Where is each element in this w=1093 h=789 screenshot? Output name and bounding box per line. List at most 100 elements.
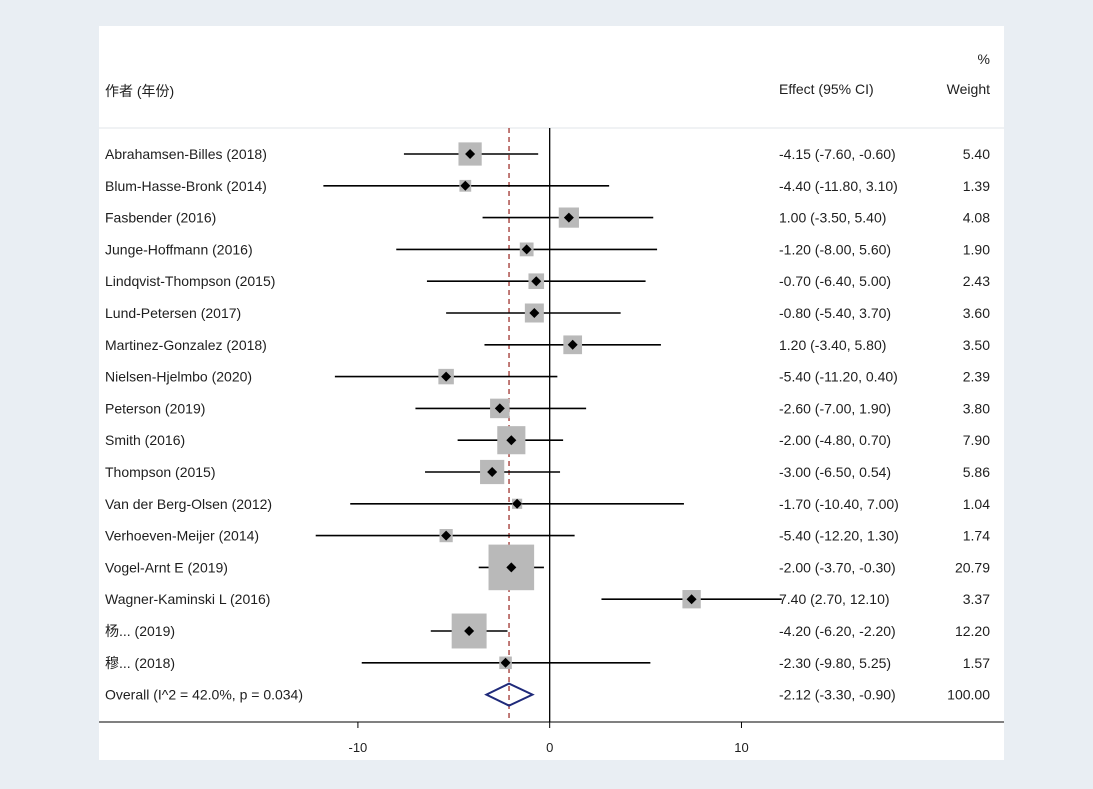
point-estimate-marker [441, 371, 452, 382]
study-label: Van der Berg-Olsen (2012) [105, 496, 272, 512]
study-ci-text: -0.80 (-5.40, 3.70) [779, 305, 891, 321]
point-estimate-marker [500, 657, 511, 668]
study-row: Peterson (2019) -2.60 (-7.00, 1.90) 3.80 [105, 398, 990, 419]
study-row: Junge-Hoffmann (2016) -1.20 (-8.00, 5.60)… [105, 241, 990, 257]
point-estimate-marker [506, 435, 517, 446]
study-label: Smith (2016) [105, 432, 185, 448]
study-row: Abrahamsen-Billes (2018) -4.15 (-7.60, -0… [105, 142, 990, 166]
point-estimate-marker [531, 276, 542, 287]
study-row: Lund-Petersen (2017) -0.80 (-5.40, 3.70) 3… [105, 303, 990, 323]
effect-column-header: Effect (95% CI) [779, 81, 874, 97]
study-row: Thompson (2015) -3.00 (-6.50, 0.54) 5.86 [105, 459, 990, 485]
study-weight-text: 2.43 [963, 273, 990, 289]
study-row: Lindqvist-Thompson (2015) -0.70 (-6.40, 5… [105, 273, 990, 289]
study-row: Vogel-Arnt E (2019) -2.00 (-3.70, -0.30) 2… [105, 544, 990, 591]
study-ci-text: -4.20 (-6.20, -2.20) [779, 623, 896, 639]
forest-plot: 作者 (年份) Effect (95% CI) % Weight Abraham… [99, 51, 1004, 755]
study-ci-text: -0.70 (-6.40, 5.00) [779, 273, 891, 289]
study-weight-text: 3.37 [963, 591, 990, 607]
study-label: Lindqvist-Thompson (2015) [105, 273, 275, 289]
study-weight-text: 3.60 [963, 305, 990, 321]
study-rows: Abrahamsen-Billes (2018) -4.15 (-7.60, -0… [105, 142, 990, 671]
study-label: Lund-Petersen (2017) [105, 305, 241, 321]
study-weight-text: 3.50 [963, 337, 990, 353]
study-ci-text: -2.60 (-7.00, 1.90) [779, 400, 891, 416]
study-label: 杨... (2019) [105, 623, 175, 639]
overall-row: Overall (I^2 = 42.0%, p = 0.034) -2.12 (… [105, 682, 990, 707]
study-weight-text: 4.08 [963, 210, 990, 226]
study-weight-text: 20.79 [955, 559, 990, 575]
study-label: Martinez-Gonzalez (2018) [105, 337, 267, 353]
study-ci-text: -1.20 (-8.00, 5.60) [779, 241, 891, 257]
study-label: Verhoeven-Meijer (2014) [105, 528, 259, 544]
study-ci-text: -3.00 (-6.50, 0.54) [779, 464, 891, 480]
study-ci-text: -4.15 (-7.60, -0.60) [779, 146, 896, 162]
point-estimate-marker [464, 626, 475, 636]
study-weight-text: 5.86 [963, 464, 990, 480]
study-ci-text: -2.00 (-4.80, 0.70) [779, 432, 891, 448]
study-label: Vogel-Arnt E (2019) [105, 559, 228, 575]
study-weight-text: 2.39 [963, 369, 990, 385]
overall-label: Overall (I^2 = 42.0%, p = 0.034) [105, 687, 303, 703]
study-ci-text: 7.40 (2.70, 12.10) [779, 591, 890, 607]
study-weight-text: 1.57 [963, 655, 990, 671]
x-tick-label: 0 [546, 740, 553, 755]
study-label: Fasbender (2016) [105, 210, 216, 226]
x-axis-ticks: -10 0 10 [349, 722, 749, 755]
study-column-header: 作者 (年份) [105, 83, 174, 99]
study-row: Martinez-Gonzalez (2018) 1.20 (-3.40, 5.8… [105, 335, 990, 355]
point-estimate-marker [487, 467, 498, 477]
study-label: Junge-Hoffmann (2016) [105, 241, 253, 257]
study-row: Smith (2016) -2.00 (-4.80, 0.70) 7.90 [105, 426, 990, 455]
overall-weight: 100.00 [947, 687, 990, 703]
study-label: Abrahamsen-Billes (2018) [105, 146, 267, 162]
study-label: Blum-Hasse-Bronk (2014) [105, 178, 267, 194]
study-row: Blum-Hasse-Bronk (2014) -4.40 (-11.80, 3.… [105, 178, 990, 194]
study-weight-text: 7.90 [963, 432, 990, 448]
study-ci-text: -2.00 (-3.70, -0.30) [779, 559, 896, 575]
study-row: Wagner-Kaminski L (2016) 7.40 (2.70, 12.1… [105, 590, 990, 609]
study-weight-text: 1.04 [963, 496, 990, 512]
study-weight-text: 1.90 [963, 241, 990, 257]
study-ci-text: -1.70 (-10.40, 7.00) [779, 496, 899, 512]
x-tick-label: 10 [734, 740, 748, 755]
study-ci-text: -5.40 (-12.20, 1.30) [779, 528, 899, 544]
study-weight-text: 1.39 [963, 178, 990, 194]
study-ci-text: -5.40 (-11.20, 0.40) [779, 369, 898, 385]
study-row: 杨... (2019) -4.20 (-6.20, -2.20) 12.20 [105, 613, 990, 649]
point-estimate-marker [494, 403, 505, 414]
study-row: 穆... (2018) -2.30 (-9.80, 5.25) 1.57 [105, 655, 990, 671]
weight-percent-header: % [978, 51, 990, 67]
overall-diamond [484, 682, 535, 707]
study-label: Nielsen-Hjelmbo (2020) [105, 369, 252, 385]
study-weight-text: 3.80 [963, 400, 990, 416]
study-row: Fasbender (2016) 1.00 (-3.50, 5.40) 4.08 [105, 207, 990, 228]
study-row: Nielsen-Hjelmbo (2020) -5.40 (-11.20, 0.4… [105, 369, 990, 385]
overall-ci: -2.12 (-3.30, -0.90) [779, 687, 896, 703]
study-label: Peterson (2019) [105, 400, 205, 416]
point-estimate-marker [521, 244, 532, 255]
study-weight-text: 1.74 [963, 528, 990, 544]
x-tick-label: -10 [349, 740, 368, 755]
point-estimate-marker [441, 530, 452, 541]
study-row: Verhoeven-Meijer (2014) -5.40 (-12.20, 1.… [105, 528, 990, 544]
study-label: Wagner-Kaminski L (2016) [105, 591, 270, 607]
point-estimate-marker [465, 149, 476, 159]
forest-plot-panel: 作者 (年份) Effect (95% CI) % Weight Abraham… [99, 26, 1004, 760]
point-estimate-marker [686, 594, 697, 605]
point-estimate-marker [460, 180, 471, 191]
point-estimate-marker [512, 498, 523, 509]
point-estimate-marker [567, 339, 578, 350]
point-estimate-marker [506, 562, 517, 573]
study-row: Van der Berg-Olsen (2012) -1.70 (-10.40, … [105, 496, 990, 512]
point-estimate-marker [529, 308, 540, 318]
weight-column-header: Weight [947, 81, 990, 97]
study-label: 穆... (2018) [105, 655, 175, 671]
study-ci-text: 1.20 (-3.40, 5.80) [779, 337, 886, 353]
study-weight-text: 5.40 [963, 146, 990, 162]
point-estimate-marker [563, 212, 574, 223]
study-weight-text: 12.20 [955, 623, 990, 639]
study-label: Thompson (2015) [105, 464, 216, 480]
study-ci-text: -2.30 (-9.80, 5.25) [779, 655, 891, 671]
study-ci-text: 1.00 (-3.50, 5.40) [779, 210, 886, 226]
